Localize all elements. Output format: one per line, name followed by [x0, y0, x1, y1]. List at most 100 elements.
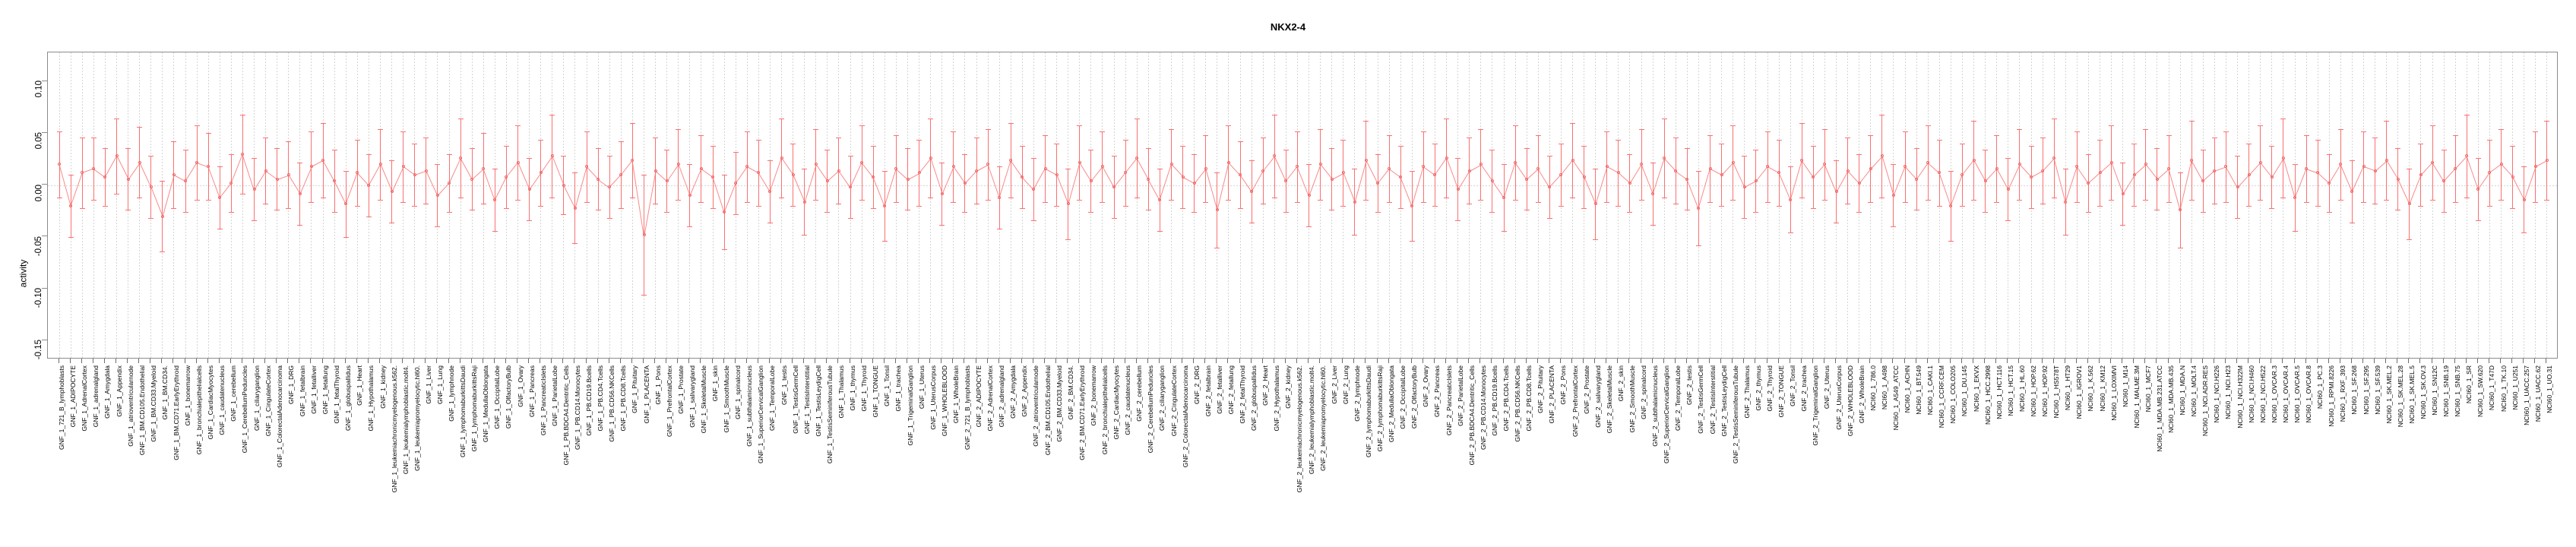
- data-point[interactable]: [1628, 181, 1631, 185]
- data-point[interactable]: [286, 173, 290, 177]
- data-point[interactable]: [264, 169, 267, 172]
- data-point[interactable]: [2362, 165, 2366, 169]
- data-point[interactable]: [1983, 179, 1987, 183]
- data-point[interactable]: [1605, 165, 1609, 169]
- data-point[interactable]: [998, 196, 1002, 200]
- data-point[interactable]: [356, 171, 359, 175]
- data-point[interactable]: [2017, 163, 2021, 166]
- data-point[interactable]: [2511, 175, 2514, 179]
- data-point[interactable]: [1651, 191, 1655, 195]
- data-point[interactable]: [1169, 163, 1173, 166]
- data-point[interactable]: [562, 183, 565, 187]
- data-point[interactable]: [1593, 202, 1597, 206]
- data-point[interactable]: [642, 233, 646, 237]
- data-point[interactable]: [2132, 173, 2136, 177]
- data-point[interactable]: [1250, 189, 1254, 193]
- data-point[interactable]: [218, 196, 222, 200]
- data-point[interactable]: [413, 173, 416, 177]
- data-point[interactable]: [1181, 175, 1185, 179]
- data-point[interactable]: [1158, 198, 1162, 201]
- data-point[interactable]: [1789, 198, 1793, 201]
- data-point[interactable]: [1422, 165, 1426, 169]
- data-point[interactable]: [2419, 173, 2423, 177]
- data-point[interactable]: [1307, 194, 1311, 198]
- data-point[interactable]: [711, 175, 715, 179]
- data-point[interactable]: [1261, 169, 1265, 172]
- data-point[interactable]: [1938, 171, 1941, 175]
- data-point[interactable]: [505, 175, 508, 179]
- data-point[interactable]: [1009, 158, 1013, 162]
- data-point[interactable]: [69, 204, 73, 207]
- data-point[interactable]: [1708, 166, 1712, 170]
- data-point[interactable]: [619, 173, 623, 177]
- data-point[interactable]: [241, 152, 245, 156]
- data-point[interactable]: [1857, 181, 1861, 185]
- data-point[interactable]: [2052, 157, 2056, 160]
- data-point[interactable]: [92, 166, 96, 170]
- data-point[interactable]: [2144, 163, 2147, 166]
- data-point[interactable]: [195, 160, 199, 164]
- data-point[interactable]: [1685, 177, 1689, 181]
- data-point[interactable]: [597, 177, 600, 181]
- data-point[interactable]: [1559, 173, 1563, 177]
- data-point[interactable]: [1215, 208, 1219, 212]
- data-point[interactable]: [1972, 158, 1976, 162]
- data-point[interactable]: [872, 175, 875, 179]
- data-point[interactable]: [1192, 181, 1196, 185]
- data-point[interactable]: [1502, 196, 1506, 200]
- data-point[interactable]: [2522, 198, 2526, 201]
- data-point[interactable]: [2258, 160, 2262, 164]
- data-point[interactable]: [435, 194, 439, 198]
- data-point[interactable]: [2030, 175, 2033, 179]
- data-point[interactable]: [951, 165, 955, 169]
- data-point[interactable]: [1204, 166, 1207, 170]
- data-point[interactable]: [768, 189, 772, 193]
- data-point[interactable]: [2064, 200, 2068, 204]
- data-point[interactable]: [1720, 173, 1723, 177]
- data-point[interactable]: [2339, 163, 2343, 166]
- data-point[interactable]: [1456, 188, 1460, 191]
- data-point[interactable]: [138, 160, 141, 164]
- data-point[interactable]: [1296, 165, 1299, 169]
- data-point[interactable]: [2396, 177, 2400, 181]
- data-point[interactable]: [1846, 169, 1850, 172]
- data-point[interactable]: [1410, 204, 1414, 207]
- data-point[interactable]: [1032, 188, 1036, 191]
- data-point[interactable]: [1445, 157, 1448, 160]
- data-point[interactable]: [1147, 177, 1150, 181]
- data-point[interactable]: [1284, 179, 1288, 183]
- data-point[interactable]: [2350, 189, 2354, 193]
- data-point[interactable]: [2431, 160, 2435, 164]
- data-point[interactable]: [1273, 154, 1277, 158]
- data-point[interactable]: [883, 204, 887, 207]
- data-point[interactable]: [1066, 202, 1070, 206]
- data-point[interactable]: [2201, 179, 2205, 183]
- data-point[interactable]: [184, 179, 188, 183]
- data-point[interactable]: [516, 160, 520, 164]
- data-point[interactable]: [906, 177, 910, 181]
- data-point[interactable]: [1399, 175, 1403, 179]
- data-point[interactable]: [1834, 189, 1838, 193]
- data-point[interactable]: [734, 181, 738, 185]
- data-point[interactable]: [745, 165, 749, 169]
- data-point[interactable]: [367, 183, 371, 187]
- data-point[interactable]: [1697, 206, 1701, 210]
- data-point[interactable]: [1949, 204, 1953, 207]
- data-point[interactable]: [1731, 160, 1735, 164]
- data-point[interactable]: [493, 198, 497, 201]
- data-point[interactable]: [2293, 196, 2296, 200]
- data-point[interactable]: [550, 154, 554, 158]
- data-point[interactable]: [1766, 165, 1769, 169]
- data-point[interactable]: [2533, 165, 2537, 169]
- data-point[interactable]: [1376, 181, 1380, 185]
- data-point[interactable]: [172, 173, 176, 177]
- data-point[interactable]: [585, 165, 589, 169]
- data-point[interactable]: [2454, 166, 2457, 170]
- data-point[interactable]: [2179, 208, 2182, 212]
- data-point[interactable]: [1812, 175, 1815, 179]
- data-point[interactable]: [2488, 171, 2492, 175]
- data-point[interactable]: [2236, 185, 2239, 189]
- data-point[interactable]: [401, 165, 405, 169]
- data-point[interactable]: [1089, 179, 1093, 183]
- data-point[interactable]: [917, 171, 921, 175]
